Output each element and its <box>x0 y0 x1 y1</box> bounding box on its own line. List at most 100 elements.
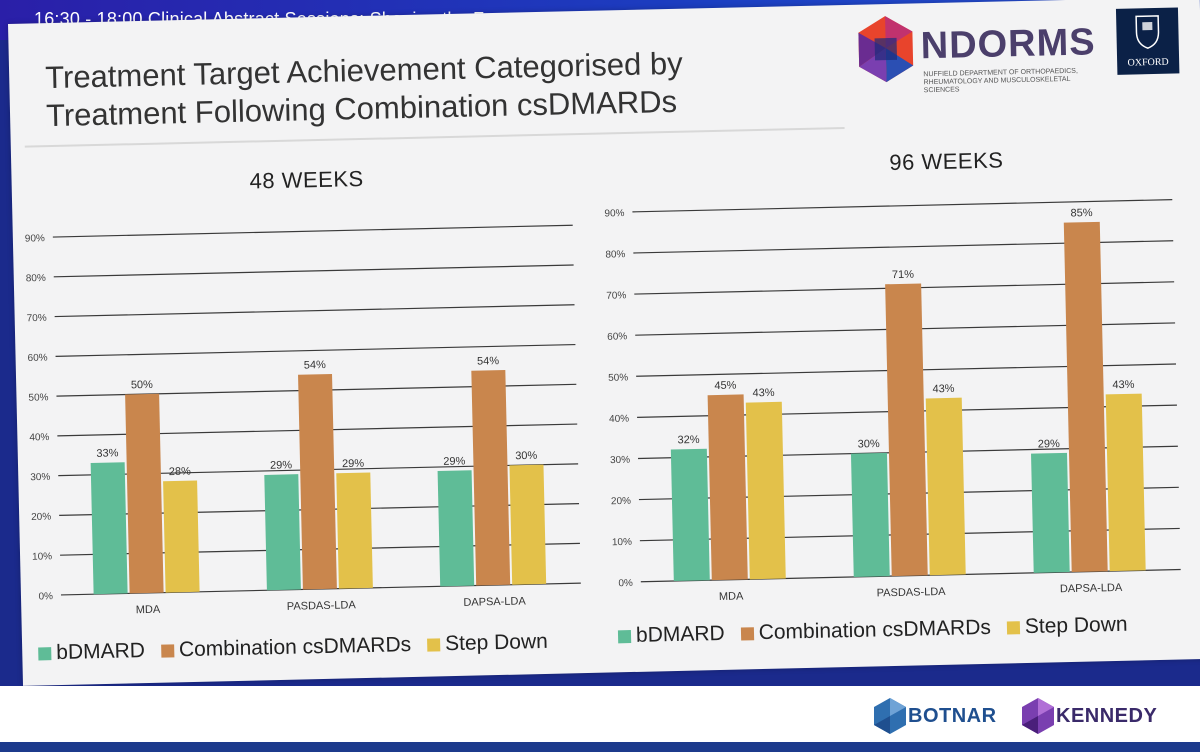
gridline <box>632 199 1173 213</box>
legend-swatch-stepdown <box>1006 620 1021 634</box>
gridline <box>52 224 573 238</box>
x-tick-label: PASDAS-LDA <box>287 599 357 613</box>
bar-combination <box>707 394 748 581</box>
legend-item-stepdown: Step Down <box>426 629 549 657</box>
y-tick-label: 40% <box>609 414 629 425</box>
legend-item-combination: Combination csDMARDs <box>160 633 412 663</box>
y-tick-label: 50% <box>28 392 48 403</box>
ndorms-subtitle: NUFFIELD DEPARTMENT OF ORTHOPAEDICS, RHE… <box>923 67 1078 95</box>
x-tick-label: PASDAS-LDA <box>877 586 947 600</box>
legend-item-stepdown: Step Down <box>1006 612 1128 640</box>
oxford-wordmark: OXFORD <box>1127 56 1169 69</box>
kennedy-hexagon-icon <box>1022 698 1054 734</box>
legend-item-bdmard: bDMARD <box>617 622 725 648</box>
botnar-logo: BOTNAR <box>872 696 997 736</box>
bar-stepdown <box>163 480 200 593</box>
legend-label: Combination csDMARDs <box>758 615 992 645</box>
legend-label: Step Down <box>444 629 549 656</box>
data-label: 30% <box>515 450 538 463</box>
bar-combination <box>471 370 511 586</box>
slide-title: Treatment Target Achievement Categorised… <box>45 42 787 135</box>
data-label: 54% <box>477 355 500 368</box>
bar-stepdown <box>336 472 373 589</box>
footer: BOTNAR KENNEDY <box>0 686 1200 752</box>
x-tick-label: DAPSA-LDA <box>1060 582 1123 595</box>
bar-stepdown <box>745 401 786 580</box>
data-label: 30% <box>858 438 881 451</box>
botnar-wordmark: BOTNAR <box>908 704 997 727</box>
data-label: 29% <box>342 458 365 471</box>
bar-combination <box>885 283 928 577</box>
bar-combination <box>1063 221 1108 573</box>
y-tick-label: 80% <box>605 249 625 260</box>
gridline <box>54 304 575 318</box>
bar-combination <box>125 393 164 594</box>
data-label: 29% <box>1038 438 1061 451</box>
ndorms-wordmark: NDORMS <box>920 21 1097 68</box>
data-label: 85% <box>1070 207 1093 220</box>
data-label: 33% <box>96 447 119 460</box>
x-tick-label: DAPSA-LDA <box>463 595 526 608</box>
data-label: 71% <box>892 269 915 282</box>
data-label: 29% <box>270 459 293 472</box>
bar-bdmard <box>1031 452 1070 573</box>
footer-strip <box>0 742 1200 752</box>
y-tick-label: 20% <box>611 496 631 507</box>
data-label: 43% <box>932 383 955 396</box>
chart-96-weeks: 0% 10% 20% 30% 40% 50% 60% 70% 80% 90% 32% 45% 43% MD… <box>604 199 1181 603</box>
oxford-logo: OXFORD <box>1115 7 1180 75</box>
legend-label: bDMARD <box>56 639 146 665</box>
data-label: 50% <box>131 379 154 392</box>
botnar-hexagon-icon <box>874 698 906 734</box>
bar-stepdown <box>509 464 547 585</box>
bar-bdmard <box>264 474 301 591</box>
chart-48-legend: bDMARD Combination csDMARDs Step Down <box>38 630 564 666</box>
legend-swatch-bdmard <box>38 646 52 660</box>
data-label: 32% <box>677 434 700 447</box>
x-tick-label: MDA <box>136 604 161 617</box>
chart-96-title: 96 WEEKS <box>889 147 1004 176</box>
data-label: 43% <box>752 387 775 400</box>
gridline <box>53 264 574 278</box>
kennedy-wordmark: KENNEDY <box>1056 704 1158 727</box>
data-label: 54% <box>304 359 327 372</box>
bar-stepdown <box>1105 393 1146 572</box>
data-label: 45% <box>714 380 737 393</box>
legend-label: Combination csDMARDs <box>178 633 412 662</box>
legend-item-combination: Combination csDMARDs <box>740 616 991 646</box>
y-tick-label: 10% <box>612 537 632 548</box>
y-tick-label: 0% <box>618 578 633 589</box>
x-tick-label: MDA <box>719 590 744 603</box>
y-tick-label: 30% <box>610 455 630 466</box>
y-tick-label: 10% <box>32 551 52 562</box>
chart-48-title: 48 WEEKS <box>249 165 364 194</box>
y-tick-label: 60% <box>27 353 47 364</box>
kennedy-logo: KENNEDY <box>1020 696 1157 736</box>
y-tick-label: 90% <box>25 233 45 244</box>
y-tick-label: 70% <box>27 313 47 324</box>
ndorms-logo: NDORMS NUFFIELD DEPARTMENT OF ORTHOPAEDI… <box>854 9 1106 95</box>
bar-bdmard <box>90 462 128 595</box>
chart-48-weeks: 0% 10% 20% 30% 40% 50% 60% 70% 80% 90% 33% 50% 28% MD… <box>25 224 581 617</box>
bar-combination <box>298 373 337 590</box>
y-tick-label: 80% <box>26 273 46 284</box>
bar-stepdown <box>925 397 966 576</box>
title-box: Treatment Target Achievement Categorised… <box>22 27 845 148</box>
legend-swatch-combination <box>160 643 175 658</box>
gridline <box>55 343 576 357</box>
data-label: 28% <box>169 466 192 479</box>
y-tick-label: 20% <box>31 512 51 523</box>
data-label: 43% <box>1112 379 1135 392</box>
legend-label: Step Down <box>1024 612 1128 639</box>
data-label: 29% <box>443 455 466 468</box>
y-tick-label: 90% <box>604 208 624 219</box>
ndorms-hexagon-icon <box>858 16 914 83</box>
y-tick-label: 50% <box>608 372 628 383</box>
y-tick-label: 70% <box>606 290 626 301</box>
legend-swatch-stepdown <box>426 637 441 652</box>
legend-swatch-combination <box>740 626 754 641</box>
y-tick-label: 30% <box>30 472 50 483</box>
legend-item-bdmard: bDMARD <box>38 639 145 665</box>
y-tick-label: 0% <box>38 591 53 602</box>
bar-bdmard <box>850 452 890 577</box>
